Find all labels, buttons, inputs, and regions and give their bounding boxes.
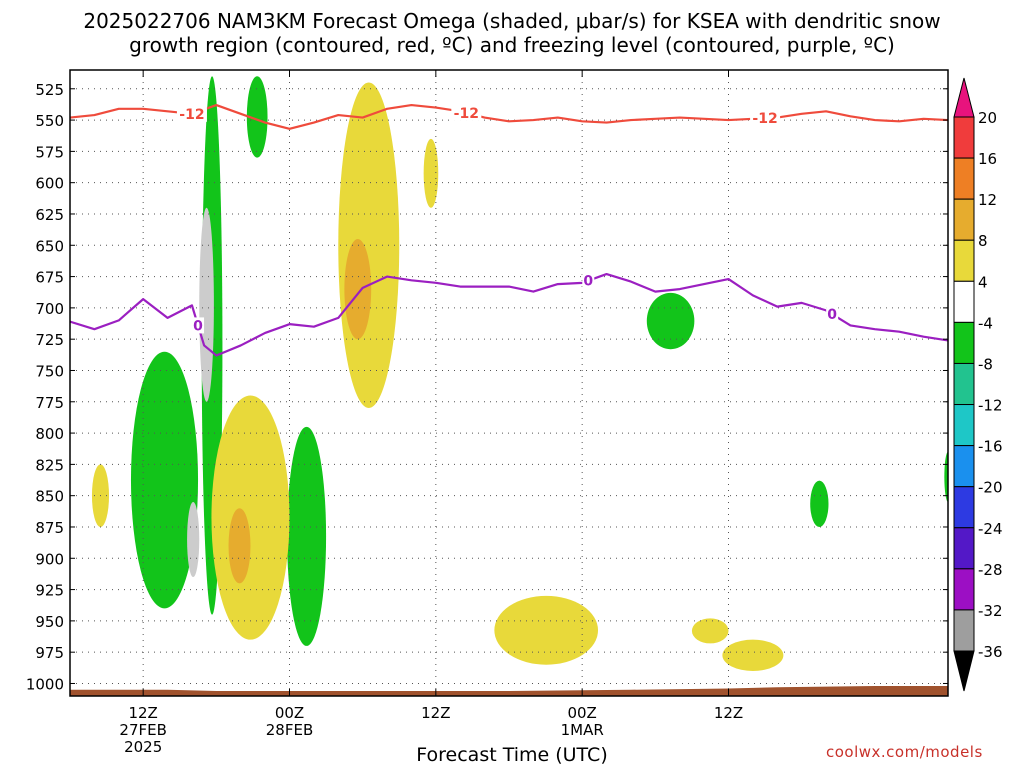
y-tick-label-1000: 1000 xyxy=(26,675,64,693)
omega-region-9 xyxy=(211,395,290,640)
contour-label-bg-0-0 xyxy=(176,105,207,122)
omega-region-4 xyxy=(646,292,695,350)
plot-frame xyxy=(69,69,949,697)
y-tick-label-675: 675 xyxy=(35,269,64,287)
colorbar-bin-5 xyxy=(953,321,975,364)
omega-shading-layer xyxy=(91,76,948,671)
contour-label-0-0: -12 xyxy=(179,107,204,123)
chart-title-line-1: 2025022706 NAM3KM Forecast Omega (shaded… xyxy=(83,9,941,33)
colorbar-bin-6 xyxy=(953,362,975,406)
x-tick-label-3-1: 1MAR xyxy=(561,721,604,739)
contour-label-1-1: 0 xyxy=(583,274,593,290)
colorbar-bottom-triangle xyxy=(953,650,975,692)
omega-region-3 xyxy=(287,426,327,646)
y-tick-label-800: 800 xyxy=(35,425,64,443)
credit-text: coolwx.com/models xyxy=(826,743,983,761)
omega-region-17 xyxy=(344,239,372,340)
y-tick-label-700: 700 xyxy=(35,300,64,318)
y-tick-label-625: 625 xyxy=(35,206,64,224)
colorbar-bin-1 xyxy=(953,157,975,200)
colorbar-bin-7 xyxy=(953,404,975,447)
colorbar-label-7: -12 xyxy=(978,397,1003,415)
omega-region-5 xyxy=(810,480,829,527)
colorbar-label-0: 20 xyxy=(978,109,997,127)
omega-region-8 xyxy=(187,501,200,578)
colorbar-label-3: 8 xyxy=(978,232,988,250)
colorbar-label-1: 16 xyxy=(978,150,997,168)
colorbar-bin-10 xyxy=(953,527,975,570)
omega-region-12 xyxy=(423,138,439,208)
colorbar-top-triangle xyxy=(953,77,975,118)
colorbar-bin-11 xyxy=(953,568,975,611)
omega-region-16 xyxy=(228,508,251,584)
colorbar-label-5: -4 xyxy=(978,314,993,332)
y-tick-label-525: 525 xyxy=(35,81,64,99)
colorbar-label-6: -8 xyxy=(978,355,993,373)
colorbar-bin-9 xyxy=(953,486,975,529)
colorbar-label-9: -20 xyxy=(978,479,1003,497)
omega-region-14 xyxy=(691,618,729,644)
y-tick-label-950: 950 xyxy=(35,613,64,631)
y-tick-label-900: 900 xyxy=(35,550,64,568)
y-tick-label-725: 725 xyxy=(35,331,64,349)
freezing-level-contour-line xyxy=(70,272,948,357)
colorbar-bin-0 xyxy=(953,116,975,159)
colorbar-bin-4 xyxy=(953,280,975,323)
contour-label-bg-1-2 xyxy=(826,306,839,323)
x-tick-label-1-0: 00Z xyxy=(275,704,304,722)
colorbar-label-12: -32 xyxy=(978,602,1003,620)
x-tick-label-0-2: 2025 xyxy=(124,738,162,756)
contour-label-bg-0-1 xyxy=(451,104,482,121)
y-tick-label-575: 575 xyxy=(35,143,64,161)
colorbar-bin-8 xyxy=(953,445,975,488)
y-axis: 525 550 575 600 625 650 675 700 725 750 775 800 825 8… xyxy=(26,81,948,693)
colorbar-bin-3 xyxy=(953,239,975,282)
y-tick-label-650: 650 xyxy=(35,237,64,255)
contour-label-bg-0-2 xyxy=(750,110,781,127)
x-tick-label-4-0: 12Z xyxy=(714,704,743,722)
dgz-contour-line xyxy=(70,103,948,130)
contour-layer: -12 -12 -12 0 0 0 xyxy=(70,103,948,357)
y-tick-label-850: 850 xyxy=(35,488,64,506)
y-tick-label-600: 600 xyxy=(35,175,64,193)
colorbar-label-2: 12 xyxy=(978,191,997,209)
y-tick-label-975: 975 xyxy=(35,644,64,662)
y-tick-label-925: 925 xyxy=(35,582,64,600)
colorbar-bin-2 xyxy=(953,198,975,241)
contour-label-1-0: 0 xyxy=(193,318,203,334)
omega-region-13 xyxy=(494,595,599,665)
contour-label-0-2: -12 xyxy=(752,111,777,127)
x-tick-label-0-1: 27FEB xyxy=(119,721,166,739)
x-tick-label-3-0: 00Z xyxy=(567,704,596,722)
y-tick-label-775: 775 xyxy=(35,394,64,412)
contour-label-bg-1-0 xyxy=(192,317,205,334)
colorbar-bin-12 xyxy=(953,609,975,652)
contour-label-bg-1-1 xyxy=(582,272,595,289)
omega-region-1 xyxy=(246,76,268,158)
colorbar-label-13: -36 xyxy=(978,643,1003,661)
colorbar-label-8: -16 xyxy=(978,438,1003,456)
contour-label-1-2: 0 xyxy=(827,307,837,323)
x-axis-label: Forecast Time (UTC) xyxy=(416,744,608,766)
y-tick-label-825: 825 xyxy=(35,456,64,474)
x-tick-label-0-0: 12Z xyxy=(128,704,157,722)
colorbar: 20 16 12 8 4 -4 -8 -12 -16 -20 -24 -28 -32 -36 xyxy=(953,77,1003,692)
omega-region-2 xyxy=(130,351,199,609)
colorbar-label-10: -24 xyxy=(978,520,1003,538)
omega-region-7 xyxy=(199,207,214,402)
colorbar-label-11: -28 xyxy=(978,561,1003,579)
grid-layer xyxy=(70,70,948,696)
colorbar-label-4: 4 xyxy=(978,273,988,291)
x-tick-label-1-1: 28FEB xyxy=(266,721,313,739)
omega-region-11 xyxy=(338,82,400,409)
contour-label-0-1: -12 xyxy=(454,106,479,122)
y-tick-label-750: 750 xyxy=(35,362,64,380)
chart-title-line-2: growth region (contoured, red, ºC) and f… xyxy=(129,33,895,57)
omega-region-15 xyxy=(722,639,784,671)
x-tick-label-2-0: 12Z xyxy=(421,704,450,722)
y-tick-label-550: 550 xyxy=(35,112,64,130)
y-tick-label-875: 875 xyxy=(35,519,64,537)
